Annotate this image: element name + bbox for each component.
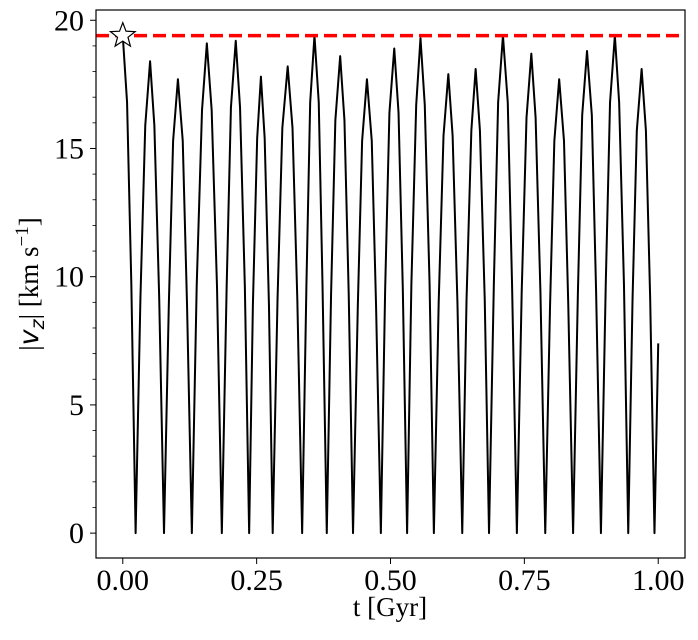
- y-label-part: −1: [12, 226, 33, 246]
- y-axis-label: |vz| [km s−1]: [12, 217, 49, 351]
- y-tick-label: 15: [54, 132, 84, 165]
- x-tick-label: 0.00: [97, 564, 150, 597]
- y-label-part: | [km s: [14, 246, 44, 319]
- x-tick-label: 0.50: [364, 564, 417, 597]
- plot-frame: [95, 9, 686, 559]
- y-tick-label: 0: [69, 517, 84, 550]
- x-tick-label: 1.00: [632, 564, 685, 597]
- x-axis-label: t [Gyr]: [353, 592, 427, 622]
- y-label-part: z: [27, 318, 49, 330]
- y-tick-label: 5: [69, 389, 84, 422]
- x-tick-label: 0.75: [498, 564, 551, 597]
- y-label-part: ]: [14, 217, 44, 226]
- y-tick-label: 10: [54, 261, 84, 294]
- x-tick-label: 0.25: [230, 564, 283, 597]
- y-label-part: v: [14, 328, 45, 345]
- y-tick-label: 20: [54, 4, 84, 37]
- y-label-part: |: [14, 345, 44, 350]
- data-line: [121, 34, 660, 535]
- start-marker: [108, 20, 137, 48]
